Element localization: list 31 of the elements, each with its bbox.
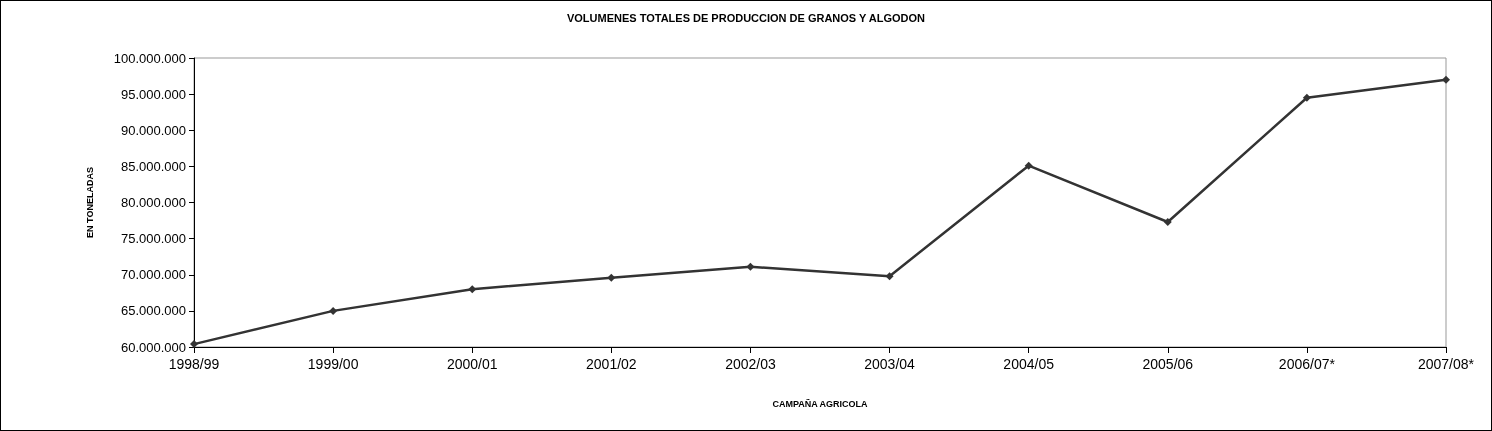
x-tick-label: 2004/05 [1003,356,1055,372]
y-tick-label: 85.000.000 [120,158,186,174]
point [329,306,338,315]
point [1163,218,1172,227]
x-tick-label: 1999/00 [307,356,359,372]
y-tick-label: 90.000.000 [120,122,186,138]
y-tick-label: 70.000.000 [120,267,186,283]
x-tick-label: 1998/99 [168,356,220,372]
x-tick-label: 2000/01 [446,356,498,372]
x-tick-label: 2007/08* [1417,356,1475,372]
x-tick-label: 2005/06 [1142,356,1194,372]
x-tick-label: 2002/03 [725,356,776,372]
point [1302,93,1311,102]
point [1442,75,1450,84]
point [607,273,616,282]
y-tick-label: 75.000.000 [120,231,186,247]
y-tick-label: 80.000.000 [120,195,186,210]
y-tick-label: 60.000.000 [120,339,186,355]
point [1024,161,1033,170]
x-tick-label: 2001/02 [586,356,637,372]
point [885,272,894,281]
point [746,262,755,271]
chart-title: VOLUMENES TOTALES DE PRODUCCION DE GRANOS Y ALGODON [566,11,926,24]
point [468,285,477,294]
y-tick-label: 65.000.000 [120,303,186,319]
x-tick-label: 2006/07* [1278,356,1336,372]
y-tick-label: 100.000.000 [113,50,186,66]
y-axis-title: EN TONELADAS [84,167,95,238]
x-axis-title: CAMPAÑA AGRICOLA [772,398,869,409]
x-tick-label: 2003/04 [864,356,916,372]
y-tick-label: 95.000.000 [120,86,186,102]
